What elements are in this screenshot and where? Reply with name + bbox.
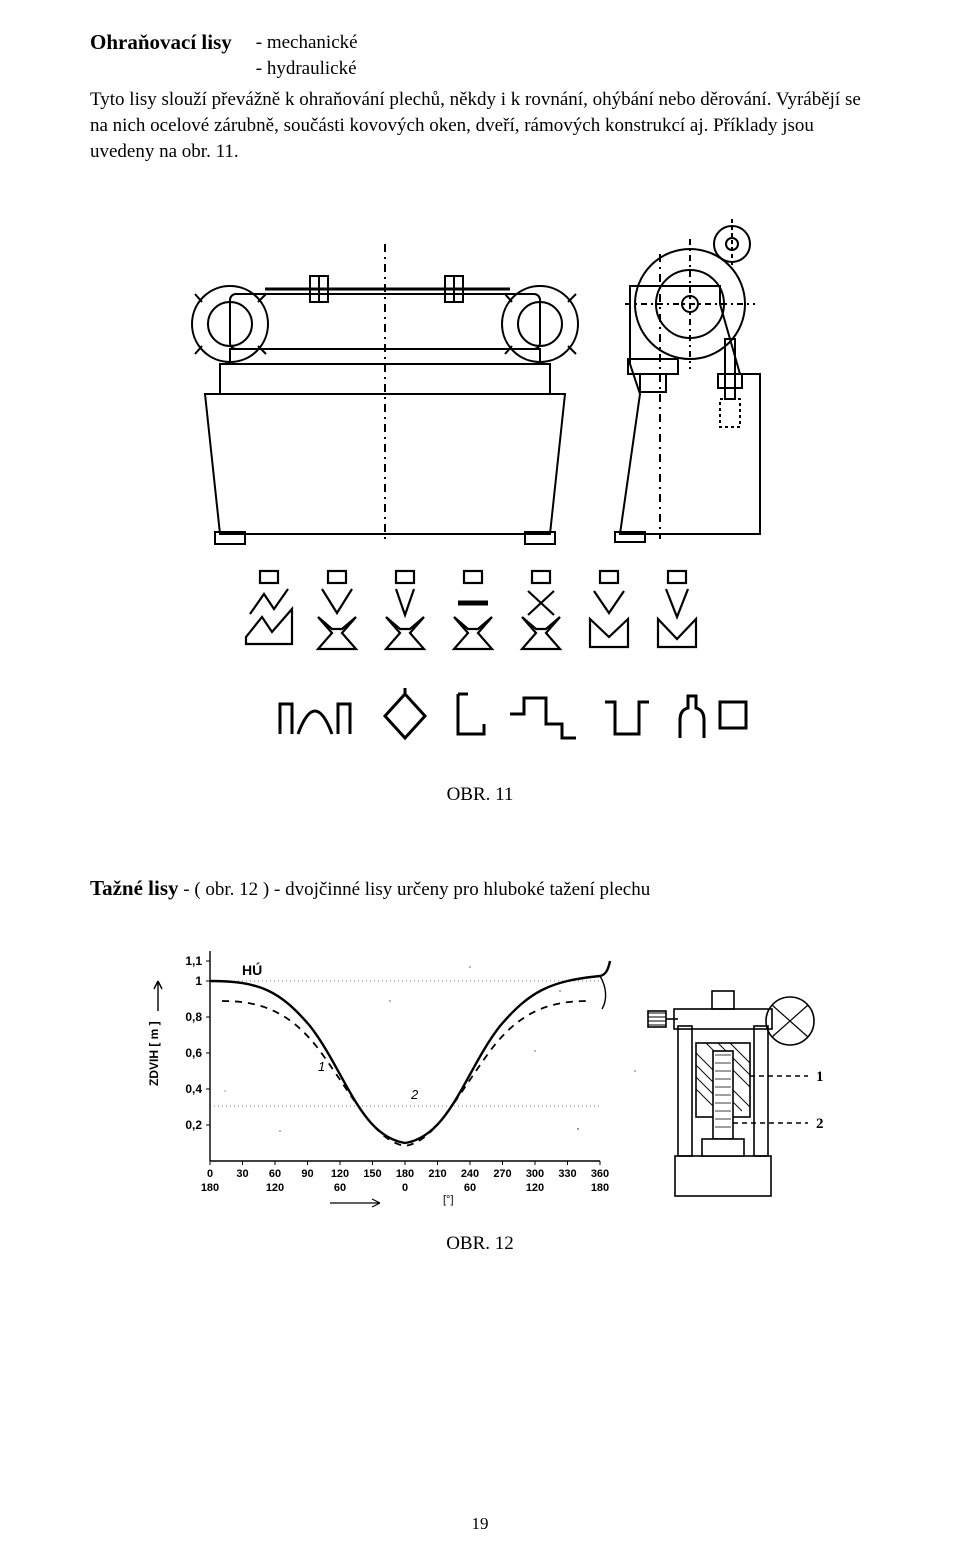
right-label-1: 1	[816, 1069, 824, 1085]
type-list: - mechanické - hydraulické	[256, 30, 358, 81]
figure-11-label: OBR. 11	[90, 784, 870, 806]
drawing-presses-row: Tažné lisy - ( obr. 12 ) - dvojčinné lis…	[90, 876, 870, 901]
right-label-2: 2	[816, 1116, 824, 1132]
drawing-presses-desc: - ( obr. 12 ) - dvojčinné lisy určeny pr…	[179, 879, 651, 900]
y-tick-label: 0,6	[185, 1046, 202, 1060]
x-tick-top: 120	[331, 1168, 349, 1180]
x-tick-bottom: 180	[201, 1182, 219, 1194]
hu-label: HÚ	[242, 961, 262, 978]
x-tick-bottom: 60	[464, 1182, 476, 1194]
y-tick-label: 0,8	[185, 1010, 202, 1024]
x-tick-top: 30	[236, 1168, 248, 1180]
x-tick-bottom: 60	[334, 1182, 346, 1194]
x-tick-top: 180	[396, 1168, 414, 1180]
x-tick-bottom: 120	[266, 1182, 284, 1194]
figure-11	[90, 194, 870, 754]
x-tick-top: 0	[207, 1168, 213, 1180]
y-tick-label: 1,1	[185, 954, 202, 968]
x-tick-top: 270	[493, 1168, 511, 1180]
stroke-chart: 1,1 1 0,8 0,6 0,4 0,2 ZDVIH [ m ] HÚ 1 2	[130, 931, 830, 1221]
header: Ohraňovací lisy - mechanické - hydraulic…	[90, 30, 870, 81]
y-tick-label: 0,2	[185, 1118, 202, 1132]
type-mechanical: - mechanické	[256, 30, 358, 56]
y-tick-label: 0,4	[185, 1082, 202, 1096]
x-tick-top: 240	[461, 1168, 479, 1180]
marker-2: 2	[410, 1087, 419, 1102]
marker-1: 1	[318, 1059, 325, 1074]
x-tick-bottom: 180	[591, 1182, 609, 1194]
press-brake-diagram	[160, 194, 800, 754]
x-tick-top: 90	[301, 1168, 313, 1180]
x-tick-bottom: 120	[526, 1182, 544, 1194]
x-tick-top: 330	[558, 1168, 576, 1180]
y-axis-label: ZDVIH [ m ]	[147, 1022, 161, 1087]
x-tick-top: 210	[428, 1168, 446, 1180]
x-tick-top: 360	[591, 1168, 609, 1180]
angle-unit: [°]	[443, 1194, 454, 1206]
y-tick-label: 1	[195, 974, 202, 988]
x-tick-top: 60	[269, 1168, 281, 1180]
type-hydraulic: - hydraulické	[256, 56, 358, 82]
x-tick-bottom: 0	[402, 1182, 408, 1194]
figure-12-label: OBR. 12	[90, 1233, 870, 1255]
body-paragraph: Tyto lisy slouží převážně k ohraňování p…	[90, 87, 870, 164]
drawing-presses-title: Tažné lisy	[90, 876, 179, 900]
page-number: 19	[0, 1514, 960, 1534]
x-tick-top: 300	[526, 1168, 544, 1180]
figure-12: 1,1 1 0,8 0,6 0,4 0,2 ZDVIH [ m ] HÚ 1 2	[90, 931, 870, 1221]
x-tick-top: 150	[363, 1168, 381, 1180]
section-title: Ohraňovací lisy	[90, 30, 232, 55]
